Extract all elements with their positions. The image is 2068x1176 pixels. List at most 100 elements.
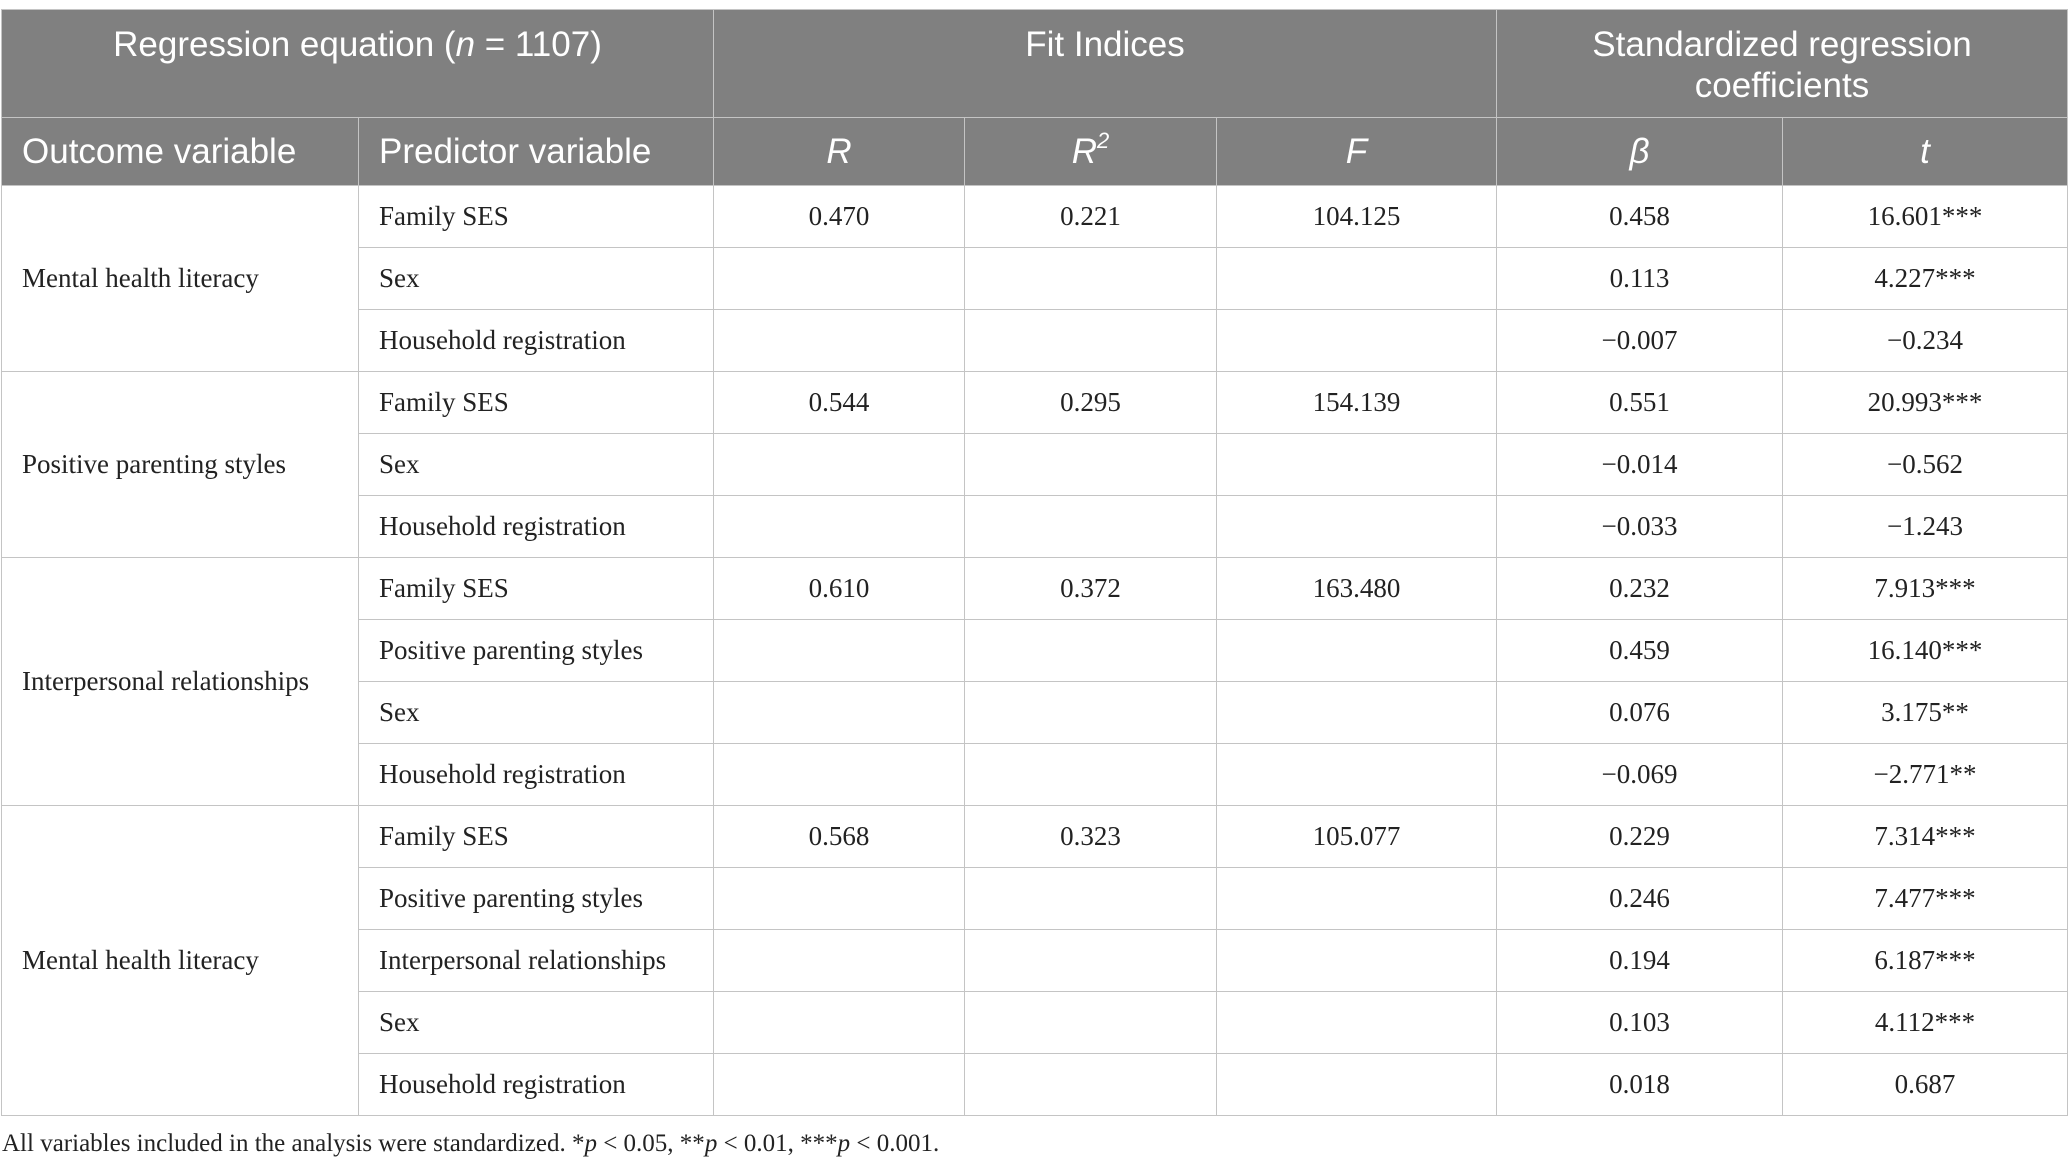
header-fit-indices: Fit Indices	[713, 9, 1497, 118]
r-cell-empty	[713, 247, 965, 310]
t-cell: 3.175**	[1781, 681, 2068, 744]
outcome-variable-cell: Interpersonal relationships	[1, 557, 359, 806]
table-row: Interpersonal relationships Family SES 0.6…	[1, 557, 2068, 806]
r-squared-cell-empty	[964, 867, 1217, 930]
r-squared-cell-empty	[964, 929, 1217, 992]
t-cell: 20.993***	[1781, 371, 2068, 434]
beta-cell: −0.033	[1496, 495, 1783, 558]
beta-cell: 0.459	[1496, 619, 1783, 682]
r-squared-cell: 0.372	[964, 557, 1217, 620]
regression-table-container: Regression equation (n = 1107) Fit Indic…	[1, 9, 2068, 1116]
r-cell-empty	[713, 991, 965, 1054]
outcome-variable-cell: Mental health literacy	[1, 805, 359, 1116]
beta-cell: −0.007	[1496, 309, 1783, 372]
r-cell-empty	[713, 619, 965, 682]
r-squared-cell-empty	[964, 247, 1217, 310]
predictor-variable-cell: Household registration	[358, 495, 714, 558]
header-regression-equation: Regression equation (n = 1107)	[1, 9, 714, 118]
beta-cell: 0.232	[1496, 557, 1783, 620]
t-cell: 7.314***	[1781, 805, 2068, 868]
table-row: Sex 0.103 4.112***	[2, 991, 2068, 1054]
r-squared-cell: 0.221	[964, 185, 1217, 248]
r-cell-empty	[713, 433, 965, 496]
r-cell-empty	[713, 1053, 965, 1116]
r-squared-cell-empty	[964, 619, 1217, 682]
f-cell-empty	[1216, 743, 1497, 806]
predictor-variable-cell: Sex	[358, 991, 714, 1054]
r-squared-cell-empty	[964, 1053, 1217, 1116]
regression-table: Regression equation (n = 1107) Fit Indic…	[1, 9, 2068, 1116]
header-row-groups: Regression equation (n = 1107) Fit Indic…	[1, 9, 2068, 118]
r-cell-empty	[713, 495, 965, 558]
table-row: Sex −0.014 −0.562	[2, 433, 2068, 496]
t-cell: 4.227***	[1781, 247, 2068, 310]
beta-cell: 0.194	[1496, 929, 1783, 992]
f-cell: 163.480	[1216, 557, 1497, 620]
r-squared-cell-empty	[964, 495, 1217, 558]
t-cell: 0.687	[1781, 1053, 2068, 1116]
table-row: Sex 0.076 3.175**	[2, 681, 2068, 744]
r-squared-cell-empty	[964, 309, 1217, 372]
beta-cell: −0.014	[1496, 433, 1783, 496]
f-cell-empty	[1216, 1053, 1497, 1116]
r-cell: 0.610	[713, 557, 965, 620]
t-cell: 7.913***	[1781, 557, 2068, 620]
table-footnote: All variables included in the analysis w…	[2, 1130, 940, 1157]
beta-cell: 0.103	[1496, 991, 1783, 1054]
predictor-variable-cell: Sex	[358, 247, 714, 310]
r-squared-cell-empty	[964, 433, 1217, 496]
r-squared-cell-empty	[964, 743, 1217, 806]
header-row-columns: Outcome variable Predictor variable R R2…	[1, 117, 2068, 186]
f-cell-empty	[1216, 619, 1497, 682]
t-cell: 16.140***	[1781, 619, 2068, 682]
r-squared-cell-empty	[964, 681, 1217, 744]
f-cell-empty	[1216, 247, 1497, 310]
t-cell: −0.562	[1781, 433, 2068, 496]
beta-cell: 0.229	[1496, 805, 1783, 868]
outcome-variable-cell: Mental health literacy	[1, 185, 359, 372]
f-cell-empty	[1216, 433, 1497, 496]
header-f: F	[1216, 117, 1497, 186]
beta-cell: 0.018	[1496, 1053, 1783, 1116]
predictor-variable-cell: Sex	[358, 433, 714, 496]
predictor-variable-cell: Family SES	[358, 371, 714, 434]
beta-cell: 0.113	[1496, 247, 1783, 310]
f-cell-empty	[1216, 867, 1497, 930]
table-row: Household registration 0.018 0.687	[2, 1053, 2068, 1116]
f-cell: 105.077	[1216, 805, 1497, 868]
predictor-variable-cell: Interpersonal relationships	[358, 929, 714, 992]
beta-cell: 0.246	[1496, 867, 1783, 930]
r-cell-empty	[713, 681, 965, 744]
table-body: Mental health literacy Family SES 0.470 0.2…	[1, 185, 2068, 1116]
r-cell-empty	[713, 743, 965, 806]
f-cell-empty	[1216, 495, 1497, 558]
table-row: Positive parenting styles Family SES 0.544…	[1, 371, 2068, 558]
r-cell: 0.470	[713, 185, 965, 248]
r-squared-cell-empty	[964, 991, 1217, 1054]
header-beta: β	[1496, 117, 1783, 186]
t-cell: −0.234	[1781, 309, 2068, 372]
r-cell-empty	[713, 929, 965, 992]
r-cell-empty	[713, 867, 965, 930]
predictor-variable-cell: Family SES	[358, 805, 714, 868]
table-row: Household registration −0.007 −0.234	[2, 309, 2068, 372]
header-outcome-variable: Outcome variable	[1, 117, 359, 186]
outcome-variable-cell: Positive parenting styles	[1, 371, 359, 558]
beta-cell: 0.551	[1496, 371, 1783, 434]
f-cell-empty	[1216, 991, 1497, 1054]
r-cell: 0.568	[713, 805, 965, 868]
table-row: Mental health literacy Family SES 0.568 0.3…	[1, 805, 2068, 1116]
header-t: t	[1781, 117, 2068, 186]
predictor-variable-cell: Positive parenting styles	[358, 867, 714, 930]
t-cell: −2.771**	[1781, 743, 2068, 806]
predictor-variable-cell: Positive parenting styles	[358, 619, 714, 682]
table-row: Household registration −0.069 −2.771**	[2, 743, 2068, 806]
f-cell: 104.125	[1216, 185, 1497, 248]
header-r: R	[713, 117, 965, 186]
beta-cell: −0.069	[1496, 743, 1783, 806]
table-row: Mental health literacy Family SES 0.470 0.2…	[1, 185, 2068, 372]
t-cell: 16.601***	[1781, 185, 2068, 248]
t-cell: 6.187***	[1781, 929, 2068, 992]
t-cell: 4.112***	[1781, 991, 2068, 1054]
predictor-variable-cell: Household registration	[358, 743, 714, 806]
